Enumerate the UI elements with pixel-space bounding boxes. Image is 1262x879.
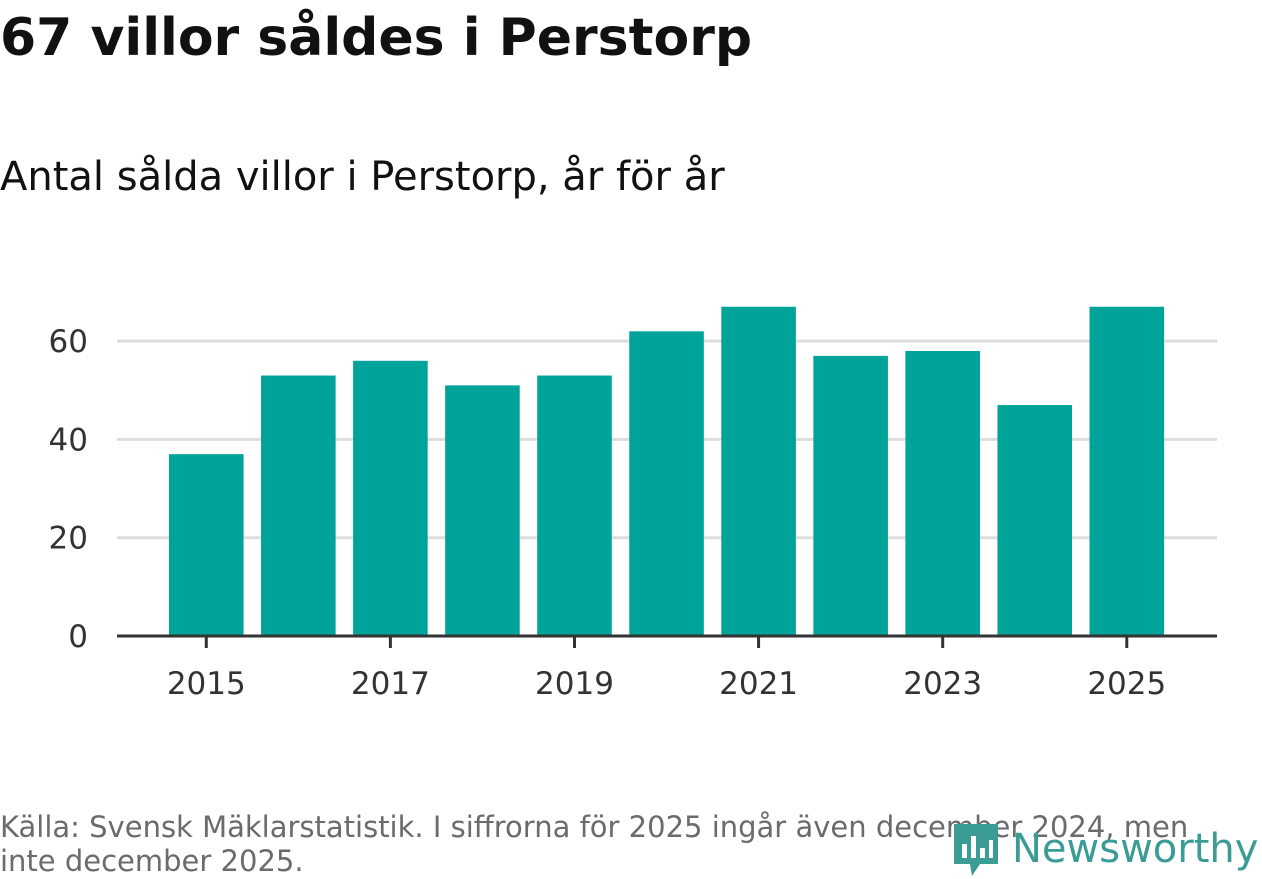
x-axis-ticks: 2015 2017 2019 2021 2023 2025 — [167, 636, 1166, 702]
bar-2021 — [721, 306, 796, 636]
y-tick-label-0: 0 — [68, 619, 88, 655]
x-tick-label-2015: 2015 — [167, 666, 246, 702]
newsworthy-logo-icon — [954, 824, 998, 876]
chart-title: 67 villor såldes i Perstorp — [0, 8, 753, 68]
newsworthy-logo: Newsworthy — [950, 820, 1258, 878]
x-tick-label-2019: 2019 — [535, 666, 614, 702]
logo-text: Newsworthy — [1012, 826, 1259, 872]
y-axis-ticks: 0 20 40 60 — [49, 324, 88, 655]
y-tick-label-20: 20 — [49, 521, 88, 557]
bar-2020 — [629, 331, 704, 636]
bar-2025 — [1089, 306, 1165, 636]
y-tick-label-40: 40 — [49, 422, 88, 458]
bar-2023 — [905, 350, 980, 636]
bar-2024 — [997, 405, 1073, 636]
x-tick-label-2023: 2023 — [903, 666, 982, 702]
bars — [169, 306, 1165, 636]
chart-subtitle: Antal sålda villor i Perstorp, år för år — [0, 154, 725, 200]
bar-2017 — [353, 360, 428, 636]
bar-2018 — [445, 385, 520, 636]
bar-2015 — [169, 454, 244, 636]
x-tick-label-2021: 2021 — [719, 666, 798, 702]
y-tick-label-60: 60 — [49, 324, 88, 360]
x-tick-label-2017: 2017 — [351, 666, 430, 702]
bar-2016 — [261, 375, 336, 636]
bar-2019 — [537, 375, 612, 636]
bar-2022 — [813, 355, 888, 636]
x-tick-label-2025: 2025 — [1087, 666, 1166, 702]
